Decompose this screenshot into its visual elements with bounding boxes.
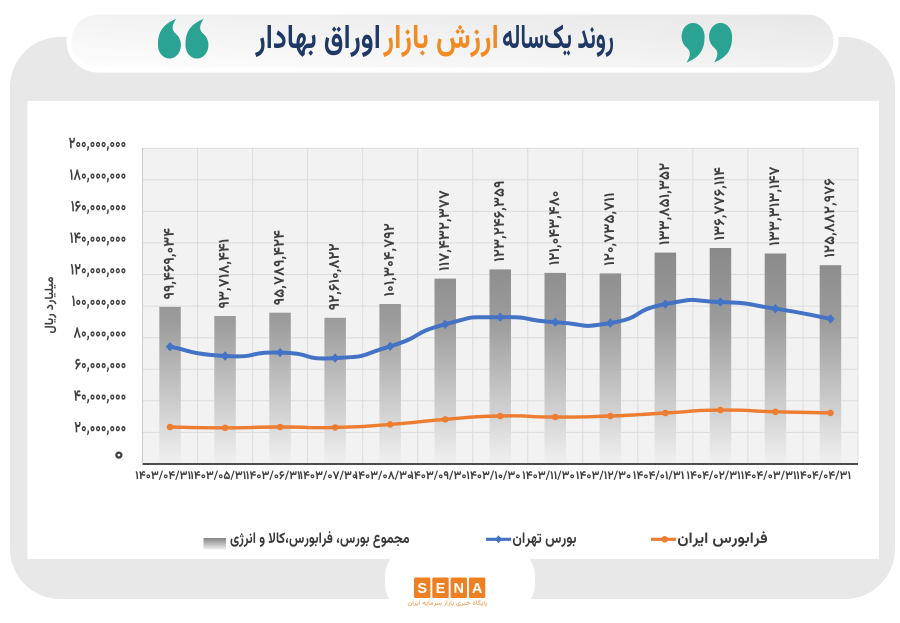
svg-text:N: N <box>454 581 464 597</box>
svg-text:A: A <box>472 581 483 597</box>
svg-text:E: E <box>436 581 446 597</box>
svg-text:S: S <box>417 581 427 597</box>
